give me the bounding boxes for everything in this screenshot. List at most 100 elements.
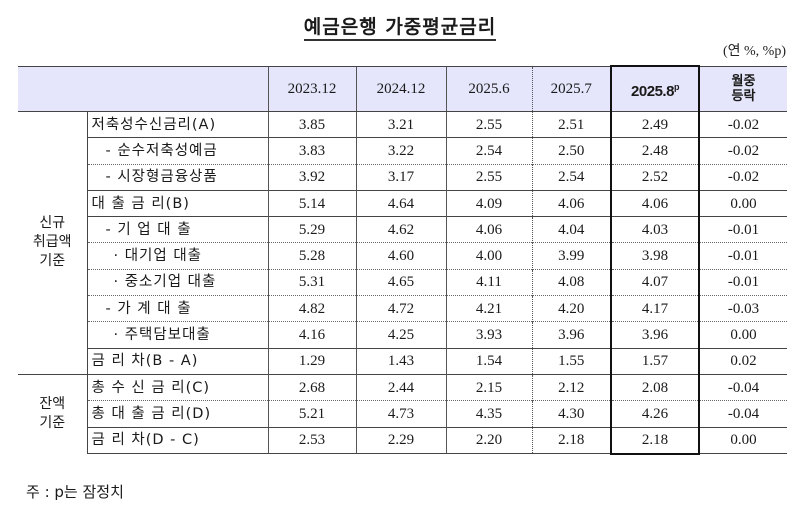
interest-rate-table: 2023.12 2024.12 2025.6 2025.7 2025.8p 월중… xyxy=(18,65,787,455)
cell: 0.00 xyxy=(699,426,787,455)
cell: 2.49 xyxy=(610,111,700,138)
col-header-2025-8: 2025.8p xyxy=(610,65,700,112)
cell: 2.44 xyxy=(355,373,446,401)
cell: 5.28 xyxy=(267,242,356,270)
cell: -0.01 xyxy=(699,216,787,243)
row-label: · 대기업 대출 xyxy=(87,242,268,270)
change-line1: 월중 xyxy=(731,73,756,89)
cell: 2.12 xyxy=(531,373,611,401)
cell: 4.21 xyxy=(445,295,532,322)
row-label: · 중소기업 대출 xyxy=(87,268,268,296)
page-title: 예금은행 가중평균금리 xyxy=(0,12,800,41)
cell: 0.00 xyxy=(699,189,787,217)
group-text: 잔액 xyxy=(39,396,66,413)
cell: 4.30 xyxy=(531,400,611,428)
group-text: 신규 xyxy=(39,215,66,232)
cell: 5.21 xyxy=(267,400,356,428)
cell: 4.06 xyxy=(531,189,611,217)
cell: 1.54 xyxy=(445,347,532,375)
cell: 4.08 xyxy=(531,268,611,296)
cell: 4.17 xyxy=(610,295,700,322)
cell: 2.51 xyxy=(531,111,611,138)
col-header-2025-6: 2025.6 xyxy=(445,65,532,112)
cell: 4.72 xyxy=(355,295,446,322)
cell: 2.55 xyxy=(445,111,532,138)
cell: 2.54 xyxy=(445,137,532,165)
row-label: - 가 계 대 출 xyxy=(87,295,268,322)
cell: 4.73 xyxy=(355,400,446,428)
cell: 2.55 xyxy=(445,163,532,191)
table-row: · 주택담보대출 4.16 4.25 3.93 3.96 3.96 0.00 xyxy=(18,321,787,349)
col-header-monthly-change: 월중 등락 xyxy=(699,65,787,112)
table-row: - 시장형금융상품 3.92 3.17 2.55 2.54 2.52 -0.02 xyxy=(18,163,787,191)
group-text: 취급액 xyxy=(32,234,72,251)
cell: 4.64 xyxy=(355,189,446,217)
header-row: 2023.12 2024.12 2025.6 2025.7 2025.8p 월중… xyxy=(18,65,787,112)
cell: -0.04 xyxy=(699,400,787,428)
cell: 5.29 xyxy=(267,216,356,243)
cell: 2.20 xyxy=(445,426,532,455)
change-line2: 등락 xyxy=(731,88,756,104)
cell: 4.65 xyxy=(355,268,446,296)
cell: 1.55 xyxy=(531,347,611,375)
cell: 0.00 xyxy=(699,321,787,349)
cell: 3.83 xyxy=(267,137,356,165)
cell: 3.22 xyxy=(355,137,446,165)
cell: 4.25 xyxy=(355,321,446,349)
cell: 4.26 xyxy=(610,400,700,428)
cell: 2.29 xyxy=(355,426,446,455)
cell: 3.17 xyxy=(355,163,446,191)
cell: 1.43 xyxy=(355,347,446,375)
table-row: - 순수저축성예금 3.83 3.22 2.54 2.50 2.48 -0.02 xyxy=(18,137,787,165)
provisional-mark: p xyxy=(673,81,680,92)
cell: 2.50 xyxy=(531,137,611,165)
header-blank xyxy=(18,65,268,112)
row-label: 대 출 금 리(B) xyxy=(87,189,268,217)
col-header-2024-12: 2024.12 xyxy=(355,65,446,112)
table-row: 신규 취급액 기준 저축성수신금리(A) 3.85 3.21 2.55 2.51 2… xyxy=(18,111,787,375)
footnote: 주 : p는 잠정치 xyxy=(26,483,124,501)
cell: 2.52 xyxy=(610,163,700,191)
cell: 4.00 xyxy=(445,242,532,270)
cell: 2.54 xyxy=(531,163,611,191)
table-row: - 기 업 대 출 5.29 4.62 4.06 4.04 4.03 -0.01 xyxy=(18,216,787,243)
cell: 4.60 xyxy=(355,242,446,270)
row-label: - 순수저축성예금 xyxy=(87,137,268,165)
table-row: - 가 계 대 출 4.82 4.72 4.21 4.20 4.17 -0.03 xyxy=(18,295,787,322)
cell: 4.16 xyxy=(267,321,356,349)
cell: 2.08 xyxy=(610,373,700,401)
cell: 2.18 xyxy=(531,426,611,455)
table-row: · 중소기업 대출 5.31 4.65 4.11 4.08 4.07 -0.01 xyxy=(18,268,787,296)
cell: 4.06 xyxy=(610,189,700,217)
cell: -0.02 xyxy=(699,163,787,191)
cell: 1.29 xyxy=(267,347,356,375)
col-header-2025-7: 2025.7 xyxy=(531,65,611,112)
title-text: 예금은행 가중평균금리 xyxy=(303,16,497,41)
row-label: - 시장형금융상품 xyxy=(87,163,268,191)
cell: 4.06 xyxy=(445,216,532,243)
table-row: · 대기업 대출 5.28 4.60 4.00 3.99 3.98 -0.01 xyxy=(18,242,787,270)
cell: 5.14 xyxy=(267,189,356,217)
cell: 4.62 xyxy=(355,216,446,243)
cell: 3.98 xyxy=(610,242,700,270)
table-row: 총 대 출 금 리(D) 5.21 4.73 4.35 4.30 4.26 -0… xyxy=(18,400,787,428)
cell: 4.11 xyxy=(445,268,532,296)
group-balance: 잔액 기준 xyxy=(18,373,88,454)
cell: 4.09 xyxy=(445,189,532,217)
cell: 2.68 xyxy=(267,373,356,401)
col-header-2023-12: 2023.12 xyxy=(267,65,356,112)
row-label: 금 리 차(D - C) xyxy=(87,426,268,455)
cell: 3.85 xyxy=(267,111,356,138)
cell: 2.18 xyxy=(610,426,700,455)
cell: 2.53 xyxy=(267,426,356,455)
cell: -0.02 xyxy=(699,137,787,165)
cell: 0.02 xyxy=(699,347,787,375)
row-label: · 주택담보대출 xyxy=(87,321,268,349)
row-label: 저축성수신금리(A) xyxy=(91,116,217,133)
cell: 4.07 xyxy=(610,268,700,296)
cell: 4.82 xyxy=(267,295,356,322)
latest-label: 2025.8 xyxy=(631,82,674,100)
cell: -0.02 xyxy=(727,116,760,133)
table-row: 금 리 차(B - A) 1.29 1.43 1.54 1.55 1.57 0.… xyxy=(18,347,787,375)
row-label: - 기 업 대 출 xyxy=(87,216,268,243)
